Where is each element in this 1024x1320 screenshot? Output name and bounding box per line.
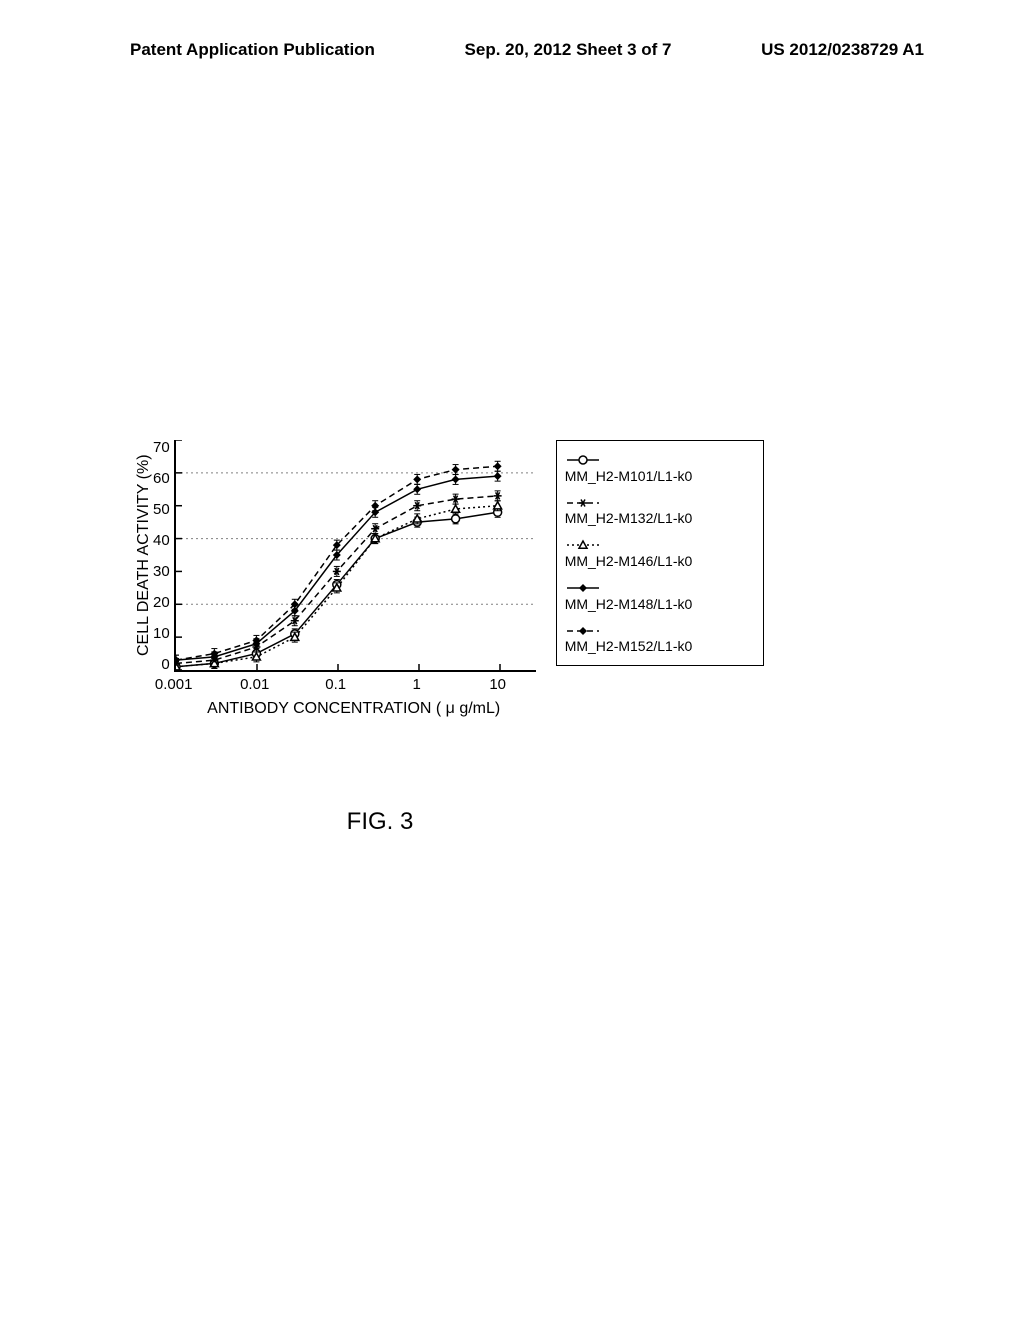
page-header: Patent Application Publication Sep. 20, … <box>0 0 1024 60</box>
y-tick-label: 70 <box>153 440 170 455</box>
y-tick-label: 60 <box>153 471 170 486</box>
chart-wrapper: CELL DEATH ACTIVITY (%) 706050403020100 … <box>130 440 890 718</box>
legend-label: MM_H2-M101/L1-k0 <box>565 468 693 484</box>
plot-area <box>174 440 536 672</box>
x-tick-label: 0.01 <box>240 676 269 693</box>
x-tick-label: 1 <box>413 676 421 693</box>
y-tick-label: 20 <box>153 595 170 610</box>
y-tick-label: 40 <box>153 533 170 548</box>
legend-item: MM_H2-M148/L1-k0 <box>565 579 755 613</box>
legend-label: MM_H2-M148/L1-k0 <box>565 596 693 612</box>
legend-item: MM_H2-M152/L1-k0 <box>565 621 755 655</box>
x-tick-label: 0.001 <box>155 676 193 693</box>
x-tick-label: 0.1 <box>325 676 346 693</box>
y-tick-label: 30 <box>153 564 170 579</box>
plot-column: 0.0010.010.1110 ANTIBODY CONCENTRATION (… <box>174 440 536 718</box>
legend-label: MM_H2-M152/L1-k0 <box>565 638 693 654</box>
figure-container: CELL DEATH ACTIVITY (%) 706050403020100 … <box>130 440 890 836</box>
legend-label: MM_H2-M132/L1-k0 <box>565 510 693 526</box>
legend-item: MM_H2-M132/L1-k0 <box>565 494 755 528</box>
y-tick-label: 0 <box>153 657 170 672</box>
chart-svg <box>176 440 536 670</box>
y-tick-label: 50 <box>153 502 170 517</box>
header-left: Patent Application Publication <box>130 40 375 60</box>
x-tick-label: 10 <box>489 676 506 693</box>
legend-label: MM_H2-M146/L1-k0 <box>565 553 693 569</box>
header-right: US 2012/0238729 A1 <box>761 40 924 60</box>
legend: MM_H2-M101/L1-k0 MM_H2-M132/L1-k0 MM_H2-M1… <box>556 440 764 666</box>
y-tick-label: 10 <box>153 626 170 641</box>
legend-item: MM_H2-M101/L1-k0 <box>565 451 755 485</box>
x-axis-label: ANTIBODY CONCENTRATION ( μ g/mL) <box>174 700 534 718</box>
figure-caption: FIG. 3 <box>130 808 630 836</box>
legend-item: MM_H2-M146/L1-k0 <box>565 536 755 570</box>
header-center: Sep. 20, 2012 Sheet 3 of 7 <box>465 40 672 60</box>
y-axis-label: CELL DEATH ACTIVITY (%) <box>130 440 153 670</box>
y-ticks: 70 60 50 40 30 20 10 0 <box>153 440 174 672</box>
